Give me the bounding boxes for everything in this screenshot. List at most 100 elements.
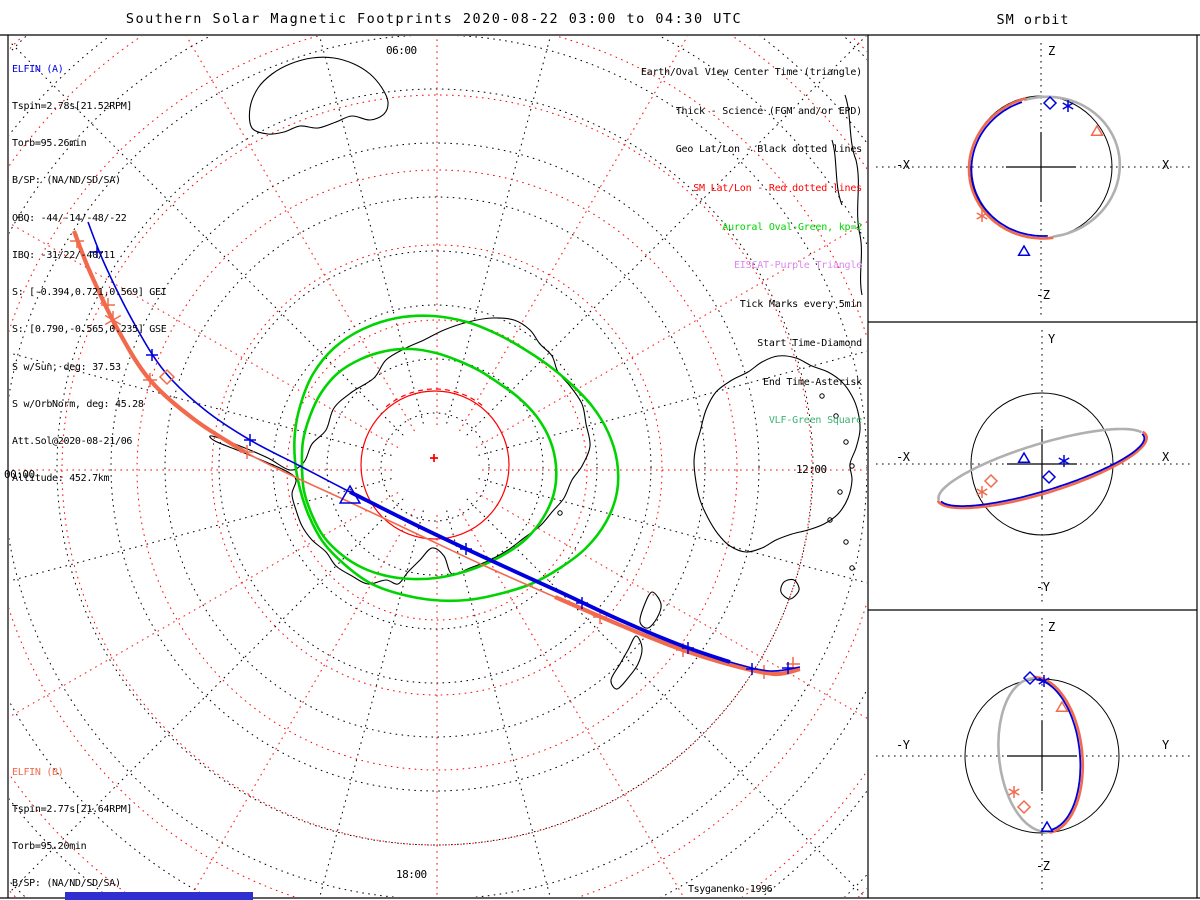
panel-orbit-farside-grey — [1023, 95, 1122, 238]
geo-lon-line — [446, 36, 552, 424]
geo-lon-line — [446, 510, 551, 897]
legend-item: Geo Lat/Lon - Black dotted lines — [675, 144, 862, 156]
new-zealand-south-coastline — [610, 635, 643, 690]
elfin-a-5min-tick — [146, 349, 158, 361]
panel-axis-label-negY-1: -Y — [1036, 580, 1050, 594]
info-line: S: [0.790,-0.565,0.235] GSE — [12, 324, 167, 336]
info-line: OBQ: -44/-14/-48/-22 — [12, 212, 127, 224]
geo-lat-circle — [164, 196, 706, 738]
tasmania-coastline — [780, 578, 800, 600]
elfin-b-header: ELFIN (B) — [12, 766, 64, 778]
info-line: IBQ: -31/22/-40/11 — [12, 249, 115, 261]
elfin-a-5min-tick — [91, 246, 103, 258]
elfin-b-5min-tick — [143, 373, 157, 387]
info-line: S w/OrbNorm, deg: 45.28 — [12, 398, 144, 410]
legend-item: Tick Marks every 5min — [739, 299, 862, 311]
elfin-a-center-time-triangle — [338, 484, 362, 504]
panel-axis-label-negY-2: -Y — [896, 738, 910, 752]
legend-item: Thick - Science (FGM and/or EPD) — [675, 105, 862, 117]
elfin-a-5min-tick — [244, 434, 256, 446]
panel-elfin-a-asterisk-marker — [1062, 100, 1074, 112]
small-island — [843, 439, 849, 445]
small-island — [849, 565, 855, 571]
info-line: Altitude: 452.7km — [12, 473, 110, 485]
mlt-label-1800: 18:00 — [396, 868, 427, 881]
island-arc-squiggle — [831, 139, 843, 206]
geo-lat-circle — [380, 412, 490, 522]
panel-elfin-b-asterisk-marker — [1008, 786, 1020, 798]
geo-lon-line — [319, 510, 424, 897]
legend: Earth/Oval View Center Time (triangle) T… — [402, 41, 862, 454]
australia-coastline — [693, 355, 861, 553]
east-coast-squiggle — [844, 94, 863, 296]
map-markers — [104, 311, 438, 504]
page-title: Southern Solar Magnetic Footprints 2020-… — [125, 11, 743, 27]
geo-lat-circle — [326, 358, 544, 576]
panel-elfin-b-asterisk-marker — [976, 210, 988, 222]
mlt-label-1200: 12:00 — [796, 463, 827, 476]
small-island — [849, 463, 855, 469]
panel-elfin-a-diamond-marker — [1042, 95, 1058, 111]
panel-axis-label-negZ-0: -Z — [1036, 288, 1050, 302]
geo-lon-line — [9, 478, 392, 582]
sm-mlt-line — [9, 492, 399, 718]
sm-lat-circle — [136, 169, 738, 771]
elfin-a-5min-tick — [746, 663, 758, 675]
panel-orbit-elfin-a — [940, 433, 1146, 507]
panel-axis-label-X-0: X — [1162, 158, 1169, 172]
small-island — [833, 413, 839, 419]
panel-axis-label-Y-2: Y — [1162, 738, 1169, 752]
elfin-b-track-thick — [72, 230, 247, 454]
geo-lon-line — [9, 352, 392, 456]
geo-lon-line — [318, 36, 424, 424]
elfin-a-5min-tick — [460, 543, 472, 555]
geo-lon-line — [466, 498, 866, 897]
elfin-a-5min-tick — [782, 662, 794, 674]
panel-orbit-elfin-b — [1033, 675, 1085, 834]
sm-orbit-panel-y-z — [876, 618, 1193, 891]
geo-lon-line — [466, 36, 867, 436]
info-line: Torb=95.26min — [12, 138, 87, 150]
elfin-b-5min-tick — [70, 234, 84, 248]
panel-center-cross — [1007, 429, 1077, 499]
info-line: Tspin=2.78s[21.52RPM] — [12, 101, 133, 113]
elfin-b-5min-tick — [757, 665, 771, 679]
small-island — [827, 517, 833, 523]
panel-elfin-a-triangle-marker — [1040, 820, 1054, 833]
small-island — [819, 393, 825, 399]
elfin-a-5min-tick — [682, 642, 694, 654]
field-model-label: Tsyganenko-1996 — [688, 884, 773, 895]
southern-africa-coastline — [248, 56, 389, 135]
elfin-b-start-diamond — [158, 368, 176, 386]
sm-mlt-line — [185, 36, 415, 432]
panel-elfin-a-triangle-marker — [1017, 244, 1031, 257]
geo-lon-line — [9, 40, 404, 436]
panel-elfin-b-triangle-marker — [1090, 124, 1104, 137]
geo-lon-line — [9, 498, 404, 894]
panel-elfin-b-diamond-marker — [1016, 799, 1032, 815]
panel-orbit-elfin-a — [1036, 678, 1082, 831]
panel-orbit-elfin-a — [970, 101, 1048, 237]
new-zealand-north-coastline — [639, 591, 662, 629]
panel-center-cross — [1007, 721, 1077, 791]
sm-mlt-line — [475, 492, 867, 719]
antarctica-coastline — [209, 317, 591, 585]
geo-lat-circle — [272, 304, 598, 630]
panel-elfin-a-triangle-marker — [1017, 451, 1031, 464]
legend-item: EISCAT-Purple Triangle — [733, 260, 862, 272]
panel-orbit-farside-grey — [937, 427, 1143, 501]
panel-elfin-b-diamond-marker — [983, 473, 999, 489]
elfin-b-info-block: ELFIN (B) Tspin=2.77s[21.64RPM] Torb=95.… — [12, 742, 172, 900]
elfin-b-5min-tick — [101, 298, 115, 312]
auroral-oval-outer — [293, 314, 620, 603]
mlt-label-0000: 00:00 — [4, 468, 35, 481]
elfin-b-track-thick — [554, 595, 801, 677]
sm-80deg-circle — [360, 390, 510, 540]
elfin-a-header: ELFIN (A) — [12, 63, 64, 75]
bottom-blue-bar — [65, 892, 253, 900]
info-line: Torb=95.20min — [12, 841, 87, 853]
panel-elfin-a-asterisk-marker — [1058, 455, 1070, 467]
sm-orbit-panel-x-z — [876, 43, 1193, 316]
panel-axis-label-negX-0: -X — [896, 158, 910, 172]
legend-item: SM Lat/Lon - Red dotted lines — [693, 182, 862, 194]
